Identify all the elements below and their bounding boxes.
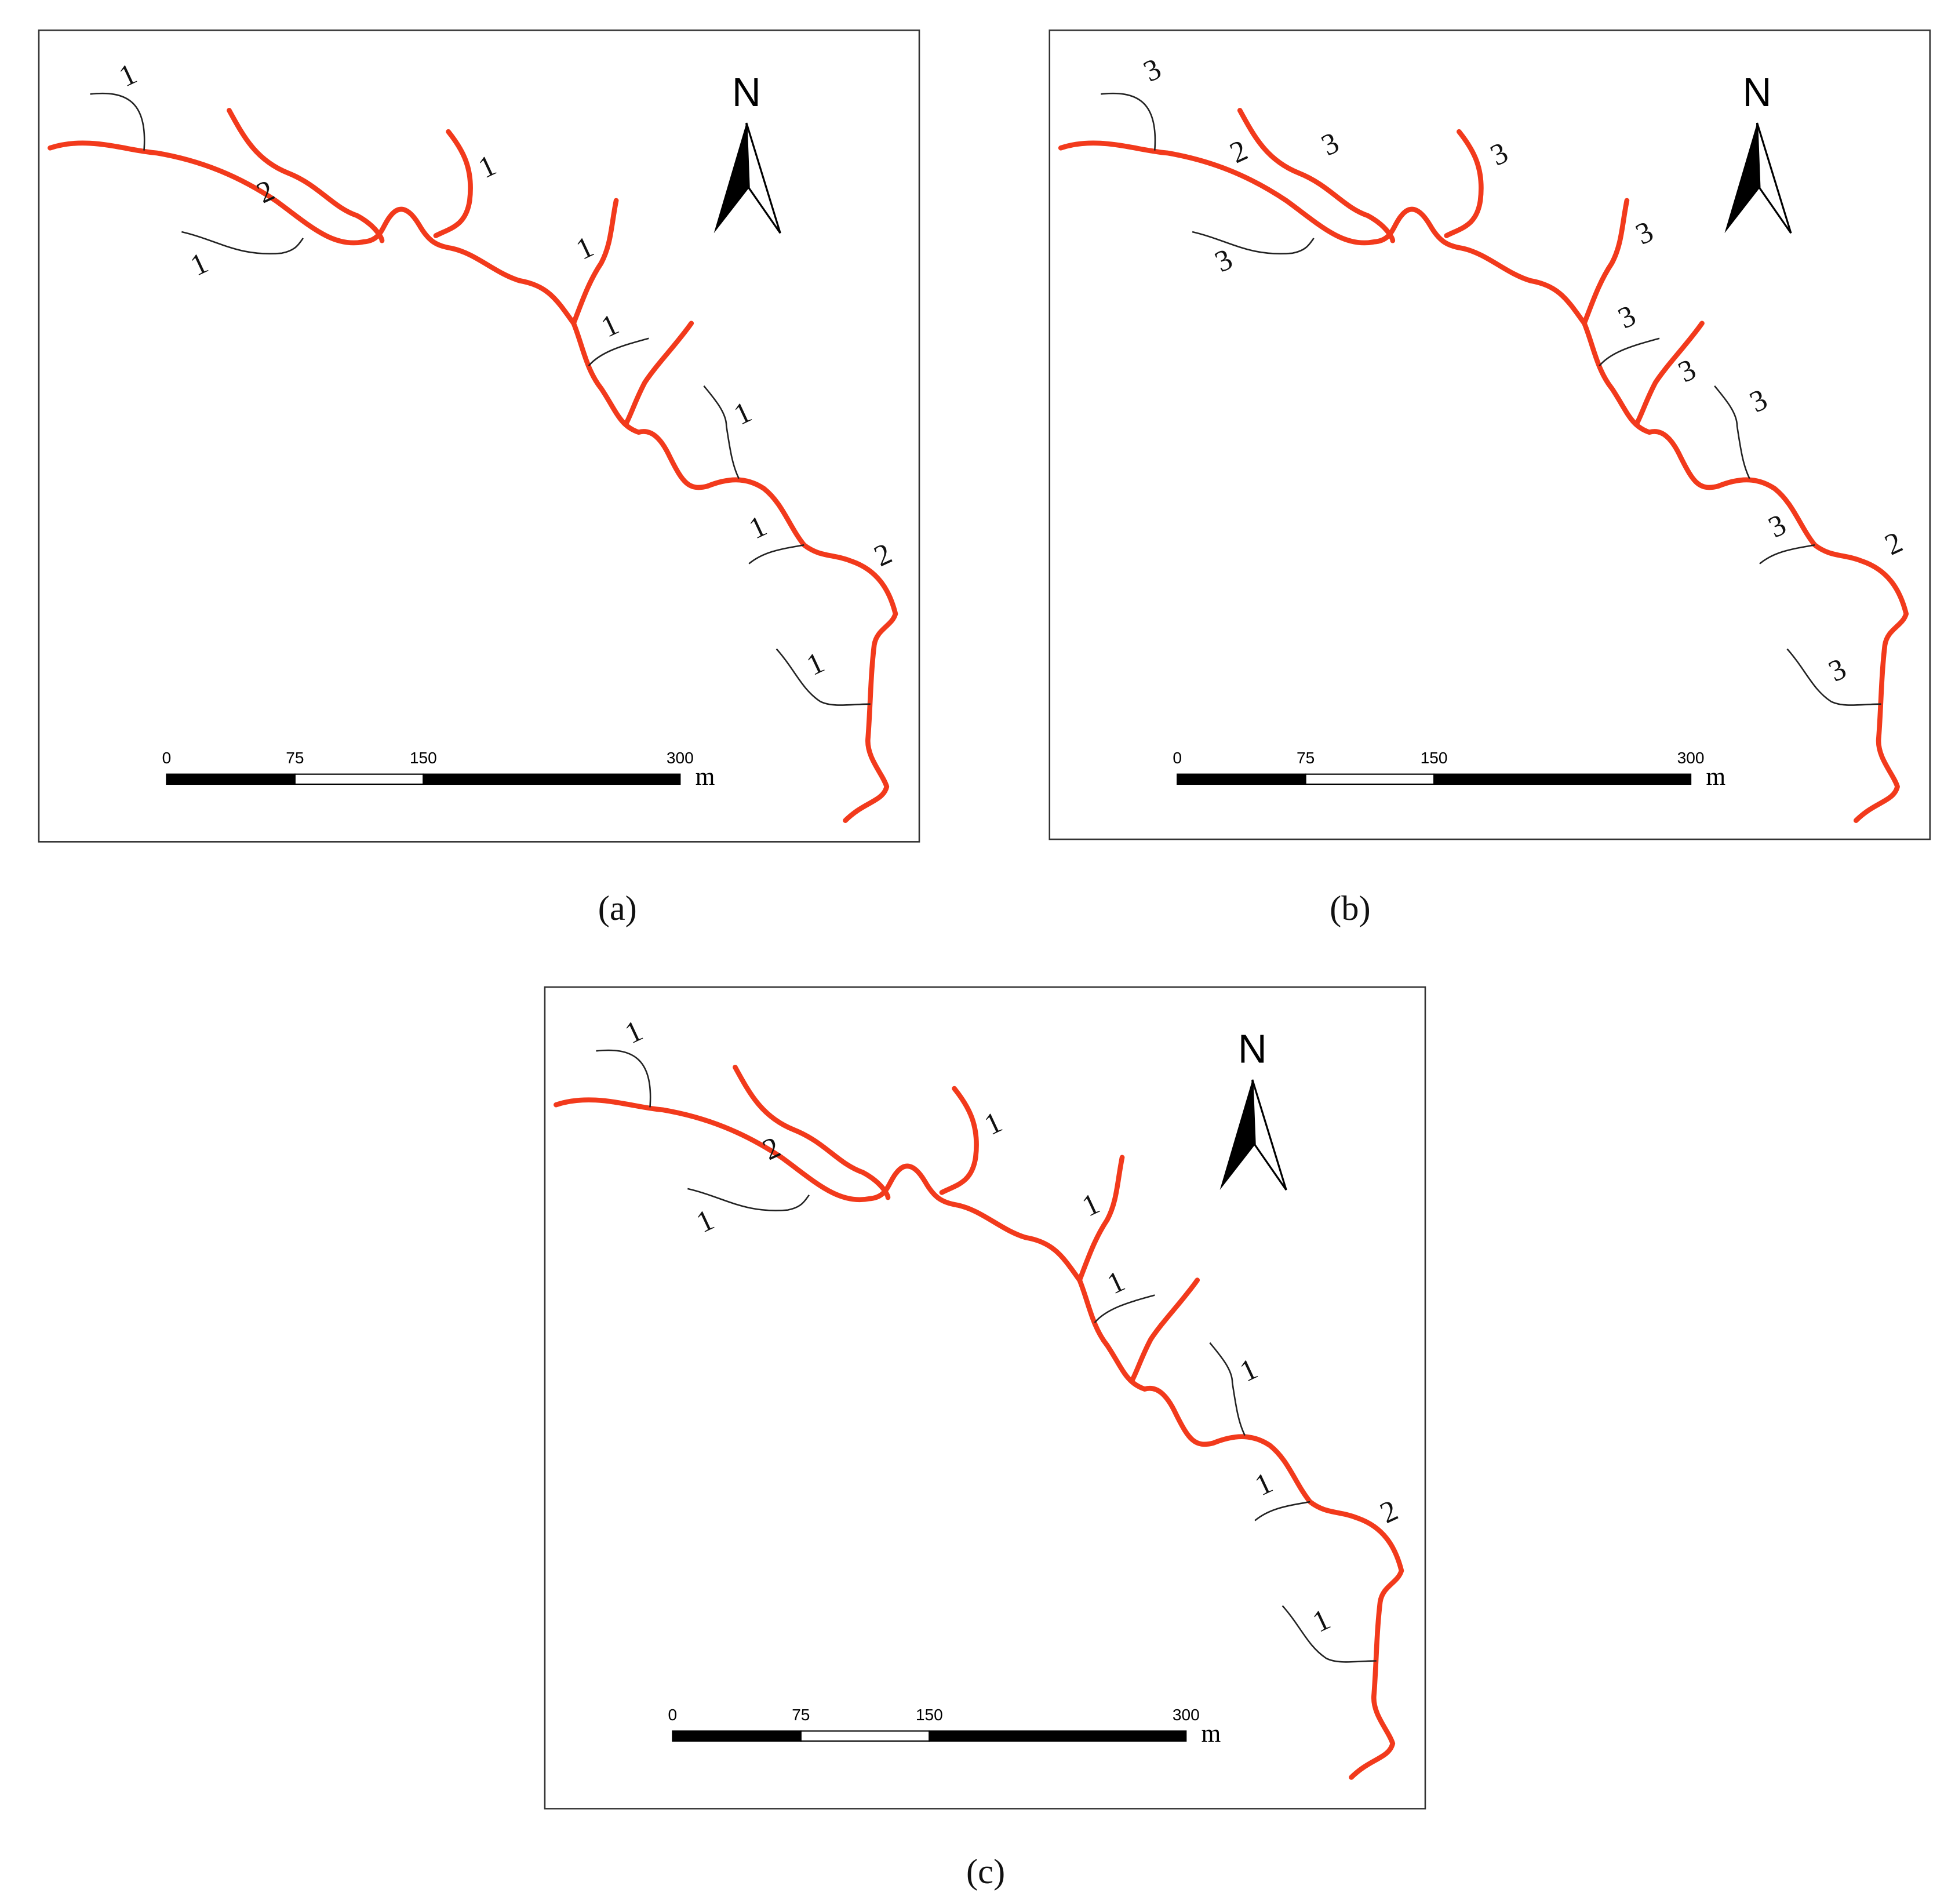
panel-frame bbox=[1049, 29, 1931, 840]
scale-tick-label: 300 bbox=[667, 749, 694, 767]
stream-order-label: 1 bbox=[980, 1105, 1007, 1142]
stream-order-label: 3 bbox=[1486, 136, 1513, 173]
scale-segment bbox=[1177, 773, 1306, 785]
stream-order-label: 1 bbox=[729, 395, 757, 432]
scale-segment bbox=[423, 773, 681, 785]
scale-segment bbox=[166, 773, 296, 785]
stream-order-label: 3 bbox=[1210, 243, 1238, 279]
stream-order-label: 2 bbox=[758, 1131, 785, 1167]
scale-tick-label: 150 bbox=[1421, 749, 1448, 767]
scale-unit: m bbox=[1202, 1720, 1221, 1748]
stream-order-label: 3 bbox=[1764, 508, 1792, 545]
north-label: N bbox=[1743, 70, 1772, 115]
scale-segment bbox=[1433, 773, 1692, 785]
scale-segment bbox=[672, 1730, 802, 1742]
scale-tick-label: 0 bbox=[162, 749, 172, 767]
stream-order-label: 1 bbox=[1235, 1352, 1263, 1389]
scale-tick-label: 75 bbox=[286, 749, 304, 767]
stream-order-label: 1 bbox=[802, 646, 829, 682]
panel-caption: (b) bbox=[1330, 889, 1371, 928]
stream-order-label: 1 bbox=[620, 1014, 648, 1051]
scale-segment bbox=[294, 773, 424, 785]
scale-tick-label: 75 bbox=[792, 1706, 810, 1724]
stream-order-label: 2 bbox=[1375, 1494, 1403, 1530]
stream-order-label: 3 bbox=[1673, 353, 1701, 389]
stream-order-label: 3 bbox=[1613, 299, 1641, 336]
stream-order-label: 1 bbox=[571, 230, 599, 267]
stream-order-label: 1 bbox=[114, 57, 142, 94]
scale-tick-label: 75 bbox=[1297, 749, 1315, 767]
stream-order-label: 1 bbox=[185, 246, 213, 283]
stream-order-label: 3 bbox=[1316, 126, 1344, 163]
stream-order-label: 3 bbox=[1745, 383, 1772, 420]
stream-order-label: 1 bbox=[691, 1203, 719, 1240]
scale-unit: m bbox=[1706, 763, 1725, 791]
stream-order-label: 3 bbox=[1631, 215, 1659, 252]
panel-caption: (c) bbox=[966, 1852, 1005, 1891]
stream-order-label: 3 bbox=[1823, 652, 1851, 689]
scale-segment bbox=[1305, 773, 1435, 785]
north-label: N bbox=[732, 70, 761, 115]
stream-order-label: 1 bbox=[1102, 1265, 1130, 1301]
panel-caption: (a) bbox=[598, 889, 637, 928]
stream-order-label: 1 bbox=[1250, 1466, 1278, 1503]
scale-tick-label: 150 bbox=[410, 749, 437, 767]
panel-frame bbox=[544, 986, 1426, 1810]
stream-order-label: 1 bbox=[1077, 1187, 1105, 1224]
scale-tick-label: 0 bbox=[1173, 749, 1182, 767]
stream-order-label: 2 bbox=[1225, 134, 1253, 170]
stream-order-label: 2 bbox=[869, 537, 897, 573]
stream-order-label: 2 bbox=[252, 174, 280, 210]
scale-tick-label: 150 bbox=[916, 1706, 943, 1724]
north-arrow bbox=[1723, 122, 1792, 234]
stream-order-label: 1 bbox=[744, 509, 772, 546]
panel-frame bbox=[38, 29, 920, 843]
north-label: N bbox=[1238, 1026, 1267, 1072]
stream-order-label: 1 bbox=[596, 308, 624, 344]
stream-order-label: 1 bbox=[474, 149, 501, 185]
stream-order-label: 3 bbox=[1138, 52, 1166, 89]
north-arrow bbox=[713, 122, 781, 234]
stream-order-label: 1 bbox=[1308, 1603, 1335, 1639]
scale-segment bbox=[800, 1730, 930, 1742]
scale-tick-label: 300 bbox=[1173, 1706, 1200, 1724]
stream-order-label: 2 bbox=[1880, 526, 1908, 562]
scale-segment bbox=[929, 1730, 1187, 1742]
scale-unit: m bbox=[696, 763, 715, 791]
scale-tick-label: 0 bbox=[668, 1706, 678, 1724]
scale-tick-label: 300 bbox=[1677, 749, 1705, 767]
north-arrow bbox=[1218, 1079, 1287, 1191]
